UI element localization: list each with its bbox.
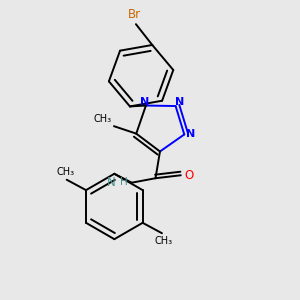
Text: CH₃: CH₃ bbox=[56, 167, 74, 177]
Text: H: H bbox=[120, 177, 128, 187]
Text: CH₃: CH₃ bbox=[93, 114, 112, 124]
Text: CH₃: CH₃ bbox=[154, 236, 172, 246]
Text: N: N bbox=[176, 98, 185, 107]
Text: O: O bbox=[184, 169, 194, 182]
Text: N: N bbox=[186, 129, 196, 140]
Text: Br: Br bbox=[128, 8, 141, 21]
Text: N: N bbox=[140, 97, 149, 107]
Text: N: N bbox=[106, 176, 116, 189]
